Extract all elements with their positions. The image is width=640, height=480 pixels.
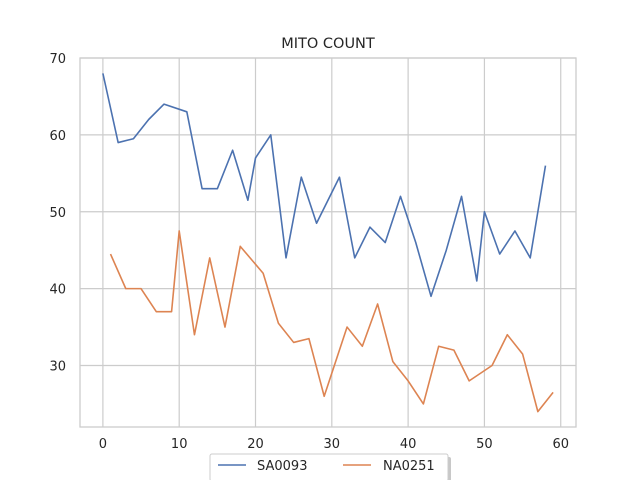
x-tick-label: 40 xyxy=(400,437,417,452)
x-tick-label: 30 xyxy=(324,437,341,452)
y-tick-label: 40 xyxy=(49,283,66,298)
y-tick-label: 50 xyxy=(49,206,66,221)
legend-label-na0251: NA0251 xyxy=(383,459,435,474)
x-tick-label: 0 xyxy=(99,437,107,452)
series-lines xyxy=(102,73,554,413)
series-line-na0251 xyxy=(109,230,554,413)
x-tick-label: 20 xyxy=(247,437,264,452)
x-tick-label: 60 xyxy=(552,437,569,452)
y-tick-label: 70 xyxy=(49,52,66,67)
x-tick-label: 10 xyxy=(171,437,188,452)
x-tick-label: 50 xyxy=(476,437,493,452)
plot-frame xyxy=(79,57,577,428)
series-line-sa0093 xyxy=(102,73,547,298)
y-tick-label: 30 xyxy=(49,360,66,375)
grid xyxy=(80,57,576,427)
legend: SA0093 NA0251 xyxy=(209,453,451,480)
legend-box xyxy=(209,453,449,480)
chart-title: MITO COUNT xyxy=(281,36,375,52)
y-tick-label: 60 xyxy=(49,129,66,144)
x-tick-labels: 0 10 20 30 40 50 60 xyxy=(99,437,569,452)
legend-label-sa0093: SA0093 xyxy=(257,459,307,474)
y-tick-labels: 30 40 50 60 70 xyxy=(49,52,66,375)
